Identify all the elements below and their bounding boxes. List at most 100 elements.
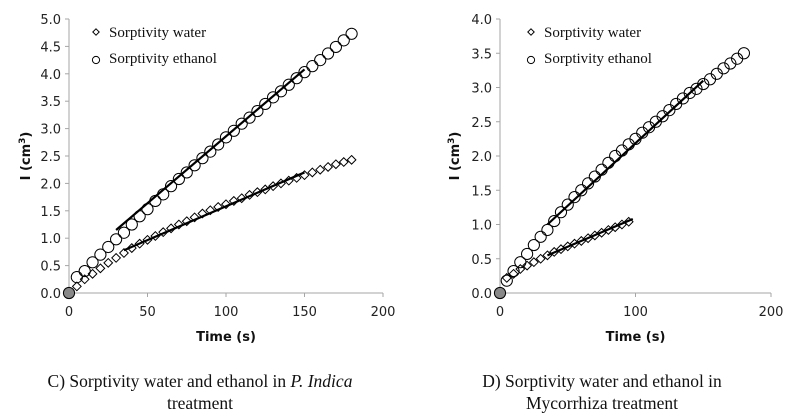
data-point: [629, 132, 642, 145]
data-point: [267, 91, 280, 104]
data-point: [197, 208, 208, 219]
data-point: [188, 159, 201, 172]
x-tick-label: 0: [496, 305, 504, 320]
data-point: [615, 144, 629, 157]
data-point: [581, 177, 595, 190]
trendline-ethanol: [546, 79, 704, 226]
data-point: [102, 240, 115, 254]
trendline-water: [546, 218, 634, 257]
data-point: [95, 263, 106, 274]
data-point: [314, 54, 327, 67]
data-point: [110, 233, 123, 246]
data-point: [180, 166, 193, 179]
x-tick-label: 200: [371, 305, 396, 320]
data-point: [204, 145, 217, 158]
y-tick-label: 2.0: [471, 150, 492, 165]
y-tick-label: 1.5: [471, 184, 492, 199]
data-point: [315, 164, 326, 175]
y-tick-label: 0.0: [471, 287, 492, 302]
y-tick-label: 5.0: [40, 13, 61, 28]
y-tick-label: 2.0: [40, 177, 61, 192]
data-point: [561, 198, 574, 211]
data-point: [562, 241, 573, 252]
y-tick-label: 3.5: [471, 47, 492, 62]
data-point: [521, 247, 534, 261]
data-point: [330, 159, 341, 170]
legend: Sorptivity water Sorptivity ethanol: [526, 25, 652, 67]
y-axis-title: I (cm3): [447, 132, 463, 181]
data-point: [596, 227, 607, 238]
data-point: [589, 230, 600, 241]
data-point: [205, 205, 216, 216]
data-point: [549, 246, 560, 257]
data-point: [507, 264, 520, 278]
data-point: [189, 212, 200, 223]
data-point: [329, 40, 342, 54]
data-point: [71, 281, 82, 292]
data-point: [603, 224, 614, 235]
data-point: [737, 47, 751, 60]
data-point: [528, 257, 539, 268]
data-point: [337, 34, 350, 47]
data-point: [235, 117, 248, 130]
data-point: [150, 231, 161, 242]
data-point: [542, 250, 553, 261]
data-point: [70, 271, 83, 284]
data-point: [274, 85, 288, 98]
data-point: [142, 234, 153, 245]
data-point: [227, 124, 240, 137]
data-point: [212, 138, 225, 151]
data-point: [663, 104, 676, 117]
data-point: [283, 175, 294, 186]
data-point: [133, 210, 146, 223]
x-axis-title: Time (s): [196, 330, 256, 345]
data-point: [196, 152, 209, 165]
data-point: [164, 180, 178, 193]
data-point: [275, 178, 286, 189]
y-tick-label: 2.5: [40, 150, 61, 165]
legend-circle-icon: [91, 55, 101, 65]
trendline-water: [123, 171, 305, 252]
data-point: [141, 203, 154, 216]
caption-c-text: C) Sorptivity water and ethanol in: [47, 371, 291, 391]
data-point: [282, 78, 295, 91]
data-point: [219, 131, 233, 144]
data-point: [568, 191, 581, 204]
data-point: [595, 163, 608, 176]
data-point: [500, 274, 513, 287]
series-water: [63, 154, 357, 299]
x-axis-title: Time (s): [606, 330, 666, 345]
y-tick-label: 0.0: [40, 287, 61, 302]
data-point: [345, 27, 358, 40]
y-tick-label: 1.0: [471, 219, 492, 234]
data-point: [548, 214, 561, 228]
x-tick-label: 0: [65, 305, 73, 320]
caption-c: C) Sorptivity water and ethanol in P. In…: [0, 370, 400, 414]
data-point: [697, 77, 710, 91]
data-point: [103, 257, 114, 268]
data-point: [683, 86, 696, 100]
caption-c-italic: P. Indica: [290, 371, 353, 391]
data-point: [307, 167, 318, 178]
data-point: [554, 206, 568, 219]
data-point: [94, 248, 107, 261]
data-point: [527, 238, 540, 252]
caption-c-line2: treatment: [166, 393, 234, 413]
legend-label: Sorptivity ethanol: [109, 51, 217, 67]
legend-diamond-icon: [527, 28, 535, 36]
data-point: [541, 223, 554, 237]
data-point: [602, 156, 615, 169]
y-tick-label: 3.0: [471, 82, 492, 97]
legend-diamond-icon: [92, 28, 100, 36]
data-point: [323, 161, 334, 172]
data-point: [555, 244, 566, 255]
y-tick-label: 3.5: [40, 95, 61, 110]
data-point: [62, 286, 76, 300]
data-point: [514, 256, 527, 269]
data-point: [268, 181, 279, 192]
data-point: [260, 184, 271, 195]
data-point: [724, 57, 737, 70]
data-point: [583, 233, 594, 244]
data-point: [501, 272, 512, 283]
data-point: [228, 195, 239, 206]
